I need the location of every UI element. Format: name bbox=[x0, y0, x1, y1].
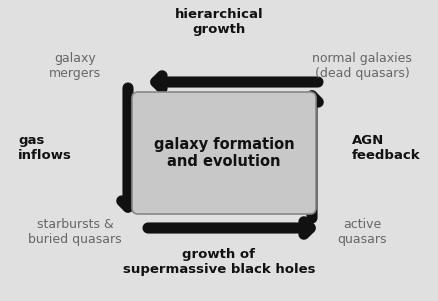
Text: galaxy formation
and evolution: galaxy formation and evolution bbox=[154, 137, 294, 169]
Text: starbursts &
buried quasars: starbursts & buried quasars bbox=[28, 218, 122, 246]
Text: AGN
feedback: AGN feedback bbox=[352, 134, 420, 162]
Text: growth of
supermassive black holes: growth of supermassive black holes bbox=[123, 248, 315, 276]
Text: galaxy
mergers: galaxy mergers bbox=[49, 52, 101, 80]
Text: active
quasars: active quasars bbox=[337, 218, 387, 246]
Text: hierarchical
growth: hierarchical growth bbox=[175, 8, 263, 36]
Text: gas
inflows: gas inflows bbox=[18, 134, 72, 162]
Text: normal galaxies
(dead quasars): normal galaxies (dead quasars) bbox=[312, 52, 412, 80]
FancyBboxPatch shape bbox=[132, 92, 316, 214]
